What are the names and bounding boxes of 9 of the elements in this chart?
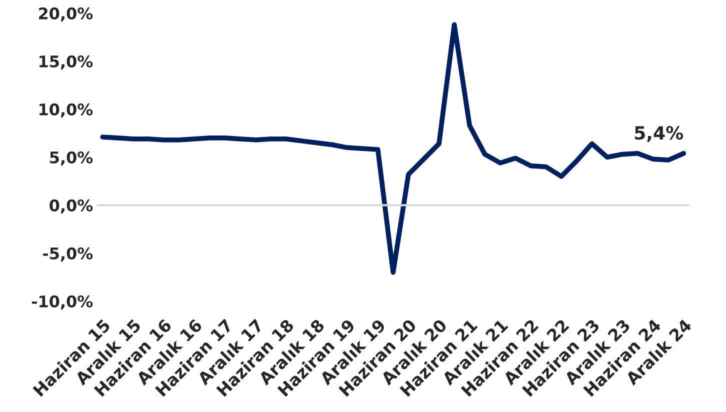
y-tick-label: 10,0%: [40, 103, 93, 118]
y-tick-label: -10,0%: [32, 295, 93, 310]
y-tick-label: 5,0%: [50, 151, 93, 166]
line-series: [100, 22, 686, 275]
y-tick-label: 0,0%: [50, 199, 93, 214]
y-tick-label: 20,0%: [39, 7, 93, 22]
annotation: 5,4%: [634, 126, 684, 142]
y-tick-label: 15,0%: [40, 55, 93, 70]
y-tick-label: -5,0%: [43, 247, 93, 262]
